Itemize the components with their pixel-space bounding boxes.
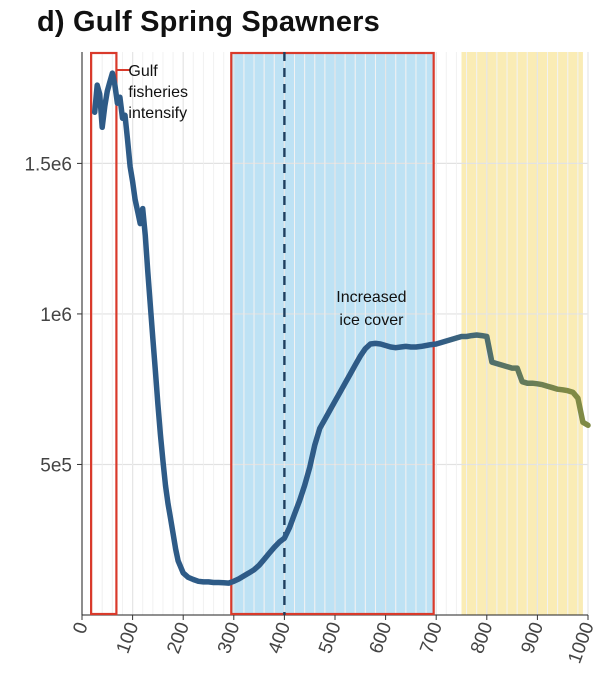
x-tick-label: 400	[265, 620, 296, 657]
x-tick-label: 200	[163, 620, 194, 657]
highlight-box	[90, 51, 118, 616]
highlight-box	[230, 51, 435, 616]
title-text: Gulf Spring Spawners	[73, 6, 380, 38]
x-tick-label: 600	[366, 620, 397, 657]
annotations: Gulf fisheries intensify Increased ice cover	[116, 63, 407, 329]
shaded-region	[231, 52, 434, 615]
x-tick-label: 300	[214, 620, 245, 657]
x-tick-label: 1000	[565, 620, 599, 667]
series-line	[91, 70, 591, 586]
x-tick-label: 0	[69, 620, 92, 637]
x-tick-label: 900	[518, 620, 549, 657]
x-tick-label: 100	[113, 620, 144, 657]
annotation-ice-line: Increased	[336, 289, 406, 306]
annotation-fisheries-line: fisheries	[128, 84, 188, 101]
y-tick-label: 1.5e6	[24, 154, 72, 175]
y-tick-label: 1e6	[40, 305, 72, 326]
grid	[81, 52, 589, 615]
x-tick-label: 800	[467, 620, 498, 657]
annotation-fisheries-line: Gulf	[128, 63, 158, 80]
chart-title: d) Gulf Spring Spawners	[37, 6, 380, 39]
x-tick-label: 700	[416, 620, 447, 657]
highlight-boxes	[90, 51, 435, 616]
annotation-fisheries-line: intensify	[128, 105, 187, 122]
y-tick-label: 5e5	[40, 455, 72, 476]
x-tick-label: 500	[315, 620, 346, 657]
panel-label: d)	[37, 6, 65, 38]
annotation-ice-line: ice cover	[339, 312, 404, 329]
series-path	[91, 70, 591, 586]
